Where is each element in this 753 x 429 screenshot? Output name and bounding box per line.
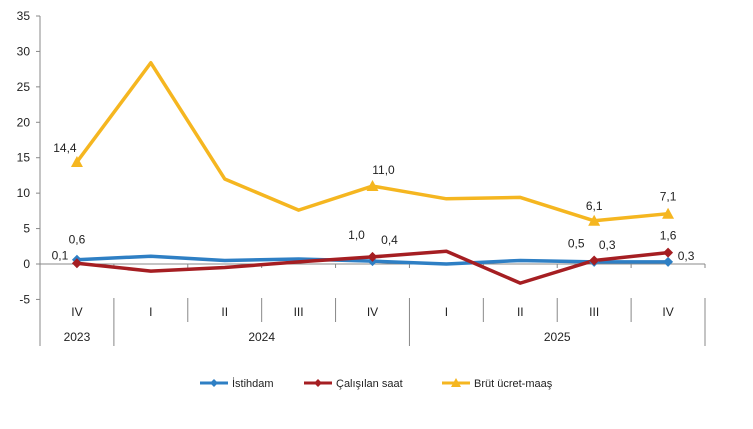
x-category-label: III [294,305,304,319]
data-label: 1,0 [348,228,365,242]
x-category-label: II [221,305,228,319]
data-label: 11,0 [372,163,395,177]
x-category-label: I [149,305,152,319]
y-tick-label: 10 [17,186,31,200]
data-label: 7,1 [660,190,677,204]
y-tick-label: 5 [23,222,30,236]
series-marker-diamond [71,258,82,269]
data-label: 0,1 [52,248,69,262]
series-line-2 [75,61,669,223]
x-category-label: IV [367,305,378,319]
series-marker-diamond [367,251,378,262]
data-label: 0,4 [381,233,398,247]
series-marker-triangle [662,207,675,219]
data-label: 0,3 [599,238,616,252]
x-group-label: 2024 [248,330,275,344]
x-group-label: 2023 [64,330,91,344]
y-tick-label: -5 [19,292,30,306]
x-category-label: II [517,305,524,319]
data-label: 6,1 [586,199,603,213]
x-category-label: I [445,305,448,319]
series-marker-diamond [589,255,600,266]
data-label: 0,3 [678,249,695,263]
legend-diamond-icon [314,379,322,387]
y-tick-label: 15 [17,151,31,165]
series-marker-triangle [366,180,379,192]
data-label: 0,6 [69,233,86,247]
y-tick-label: 20 [17,115,31,129]
series-marker-triangle [70,155,83,167]
legend-label: İstihdam [232,377,274,390]
data-label: 14,4 [53,141,77,155]
legend-triangle-icon [451,378,461,387]
series-marker-diamond [663,256,674,267]
legend-label: Brüt ücret-maaş [474,378,553,390]
data-label: 0,5 [568,236,585,250]
y-tick-label: 35 [17,9,31,23]
y-tick-label: 30 [17,44,31,58]
x-category-label: IV [662,305,673,319]
series-marker-diamond [663,247,674,258]
legend-label: Çalışılan saat [336,378,403,390]
y-tick-label: 0 [23,257,30,271]
y-tick-label: 25 [17,80,31,94]
data-label: 1,6 [660,229,677,243]
series-marker-triangle [588,214,601,226]
x-category-label: III [589,305,599,319]
legend-diamond-icon [210,379,218,387]
x-group-label: 2025 [544,330,571,344]
x-category-label: IV [71,305,82,319]
